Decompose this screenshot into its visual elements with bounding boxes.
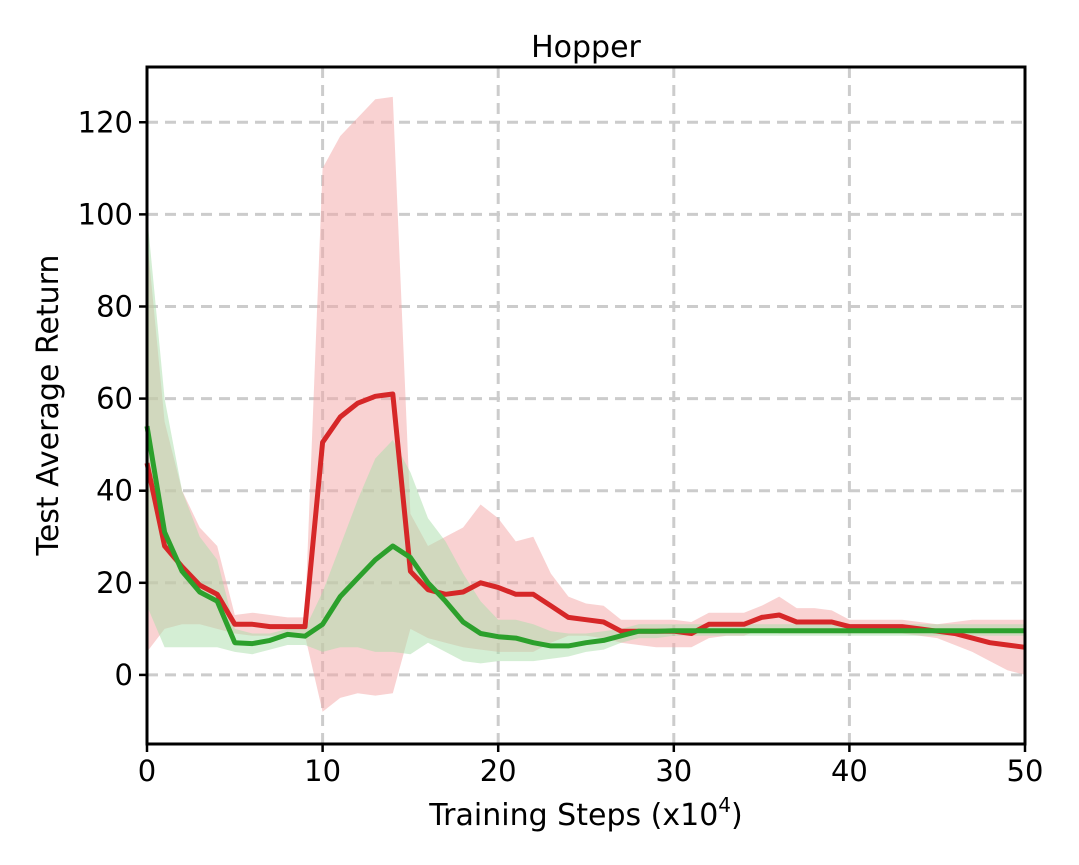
series-lines [144, 391, 1026, 650]
plot-frame [145, 65, 1027, 746]
series-2-line [144, 425, 1025, 649]
confidence-bands [147, 96, 1025, 712]
x-axis-title-exponent: 4 [718, 793, 731, 817]
series-2-band [147, 214, 1025, 664]
x-axis-title: Training Steps (x104) [428, 793, 742, 833]
y-axis-title: Test Average Return [31, 255, 66, 557]
y-tick-label-40: 40 [96, 474, 133, 508]
y-tick-label-120: 120 [78, 105, 133, 139]
x-axis-title-main: Training Steps (x10 [428, 798, 718, 833]
series-1-line [144, 391, 1026, 650]
y-axis-ticks: 0 20 40 60 80 100 120 [78, 105, 147, 692]
x-axis-title-suffix: ) [731, 798, 743, 833]
x-tick-label-20: 20 [480, 754, 517, 788]
y-tick-label-80: 80 [96, 289, 133, 323]
x-axis-ticks: 0 10 20 30 40 50 [138, 744, 1044, 788]
x-tick-label-40: 40 [831, 754, 868, 788]
y-tick-label-20: 20 [96, 566, 133, 600]
chart-title: Hopper [531, 30, 641, 65]
x-tick-label-50: 50 [1007, 754, 1044, 788]
y-tick-label-60: 60 [96, 382, 133, 416]
x-tick-label-10: 10 [304, 754, 341, 788]
x-tick-label-30: 30 [655, 754, 692, 788]
x-tick-label-0: 0 [138, 754, 156, 788]
y-tick-label-0: 0 [115, 658, 133, 692]
y-tick-label-100: 100 [78, 197, 133, 231]
